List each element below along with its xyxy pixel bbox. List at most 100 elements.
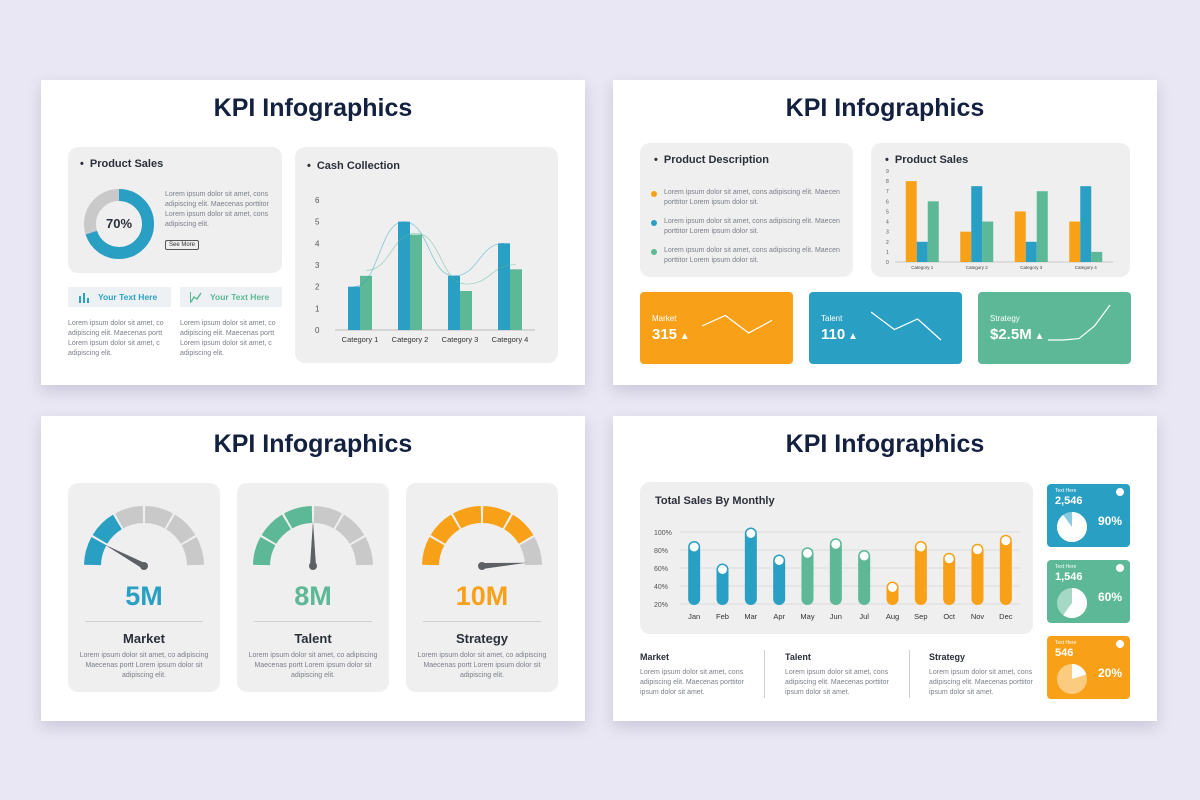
y-tick-label: 1 [886,250,889,256]
sparkline [1048,304,1111,341]
gauge-divider [85,621,203,622]
gauge-text: Lorem ipsum dolor sit amet, co adipiscin… [79,652,209,679]
card-pie [1057,588,1087,618]
panel-title: Product Sales [80,158,163,170]
bar-cap [774,556,784,565]
tag-label: Your Text Here [210,292,270,302]
x-tick-label: Apr [773,612,785,621]
product-description-panel: Product Description Lorem ipsum dolor si… [640,143,853,277]
gauge-segment [335,514,365,544]
gauge-segment [261,514,291,544]
bar [801,547,814,605]
x-tick-label: Jun [830,612,842,621]
y-tick-label: 1 [315,304,320,313]
product-sales-text: Lorem ipsum dolor sit amet, cons adipisc… [165,191,269,228]
bar [460,291,472,330]
bar-cap [718,565,727,574]
bar [1069,221,1081,262]
gauge-segment [144,506,173,529]
gauge-label: Strategy [455,631,509,646]
gauge-segment [84,537,107,566]
slide-title: KPI Infographics [213,94,413,122]
x-tick-label: Jan [688,612,700,621]
donut-label: 70% [106,216,132,231]
bar [914,541,927,605]
kpi-value: $2.5M ▲ [990,326,1044,343]
y-tick-label: 6 [315,196,320,205]
product-sales-panel: Product Sales 0 1 2 3 4 5 6 7 8 9 Category 1 Catego… [871,143,1130,277]
gauge-panel-market: 5M Market Lorem ipsum dolor sit amet, co a… [68,483,220,692]
bar-cap [916,542,926,552]
slide-3: KPI Infographics 5M Market Lorem ipsum dol… [41,416,585,721]
kpi-value: 110 ▲ [821,326,858,343]
monthly-sales-chart: 20% 40% 60% 80% 100% Jan Feb Mar Apr May Jun Jul Aug… [654,527,1020,621]
bar-cap [803,548,812,558]
slide-title: KPI Infographics [213,430,413,458]
info-column-talent: Talent Lorem ipsum dolor sit amet, cons a… [785,652,900,698]
bar [927,201,939,262]
x-tick-label: Dec [999,612,1013,621]
bar [773,554,786,605]
trend-line [365,233,517,285]
product-sales-panel: Product Sales 70% Lorem ipsum dolor sit … [68,147,282,273]
kpi-number: 110 [821,326,846,343]
bar-cap [973,545,982,555]
y-tick-label: 100% [654,530,672,537]
bar [716,563,729,605]
gauge-segment [504,514,534,544]
gauge-dial [84,506,204,570]
gauge-dial [253,506,373,570]
column-text: Lorem ipsum dolor sit amet, cons adipisc… [929,669,1033,696]
tag-2: Your Text Here [180,287,282,307]
column-divider [909,650,910,698]
bar [943,552,956,605]
gauge-hub [309,562,317,570]
column-title: Talent [785,652,811,662]
x-tick-label: Feb [716,612,729,621]
stat-card: Text Here 1,546 60% [1047,560,1130,623]
bar [410,234,422,330]
panel-title: Total Sales By Monthly [655,495,775,507]
x-tick-label: Category 4 [1075,265,1098,270]
kpi-value: 315 ▲ [652,326,690,343]
y-tick-label: 0 [886,260,889,266]
bar [1014,211,1026,262]
y-tick-label: 7 [886,189,889,195]
gauge-segment [181,537,204,566]
up-arrow-icon: ▲ [677,331,690,342]
gauge-segment [453,506,482,529]
pie-slice [1072,664,1087,679]
column-title: Market [640,652,670,662]
up-arrow-icon: ▲ [1031,331,1045,342]
gauge-segment [166,514,196,544]
see-more-button[interactable]: See More [165,240,200,250]
slide-2: KPI Infographics Product Description Lor… [613,80,1157,385]
gauge-label: Talent [294,631,332,646]
y-tick-label: 40% [654,584,668,591]
x-tick-label: Sep [914,612,927,621]
sparkline [702,314,773,334]
tag-2-text: Lorem ipsum dolor sit amet, co adipiscin… [180,320,276,357]
gauge-panel-talent: 8M Talent Lorem ipsum dolor sit amet, co a… [237,483,389,692]
gauge-value: 10M [455,581,509,611]
gauge-segment [430,514,460,544]
kpi-number: 315 [652,326,678,343]
tag-1: Your Text Here [68,287,171,307]
card-number: 2,546 [1055,495,1083,507]
card-pie [1057,512,1087,542]
gauge-divider [254,621,372,622]
stat-card: Text Here 2,546 90% [1047,484,1130,547]
x-tick-label: Category 1 [342,335,379,344]
column-divider [764,650,765,698]
pie-slice [1063,588,1087,618]
bar [960,231,972,262]
trend-line [353,221,505,288]
y-tick-label: 60% [654,566,668,573]
description-item: Lorem ipsum dolor sit amet, cons adipisc… [664,218,840,235]
y-tick-label: 3 [886,230,889,236]
bar [744,527,757,605]
gauge-segment [519,537,542,566]
gauge-segment [313,506,342,529]
gauge-value: 8M [294,581,332,611]
x-tick-label: May [800,612,814,621]
